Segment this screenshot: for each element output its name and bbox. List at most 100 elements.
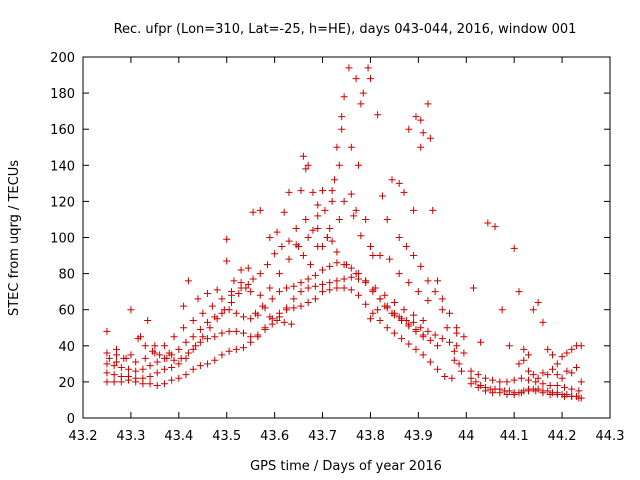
data-point	[429, 206, 437, 214]
data-point	[560, 392, 568, 400]
y-axis-label: STEC from uqrg / TECUs	[7, 160, 22, 316]
data-point	[304, 275, 312, 283]
data-point	[218, 329, 226, 337]
data-point	[299, 152, 307, 160]
data-point	[520, 356, 528, 364]
data-point	[232, 309, 240, 317]
data-point	[383, 324, 391, 332]
data-point	[168, 376, 176, 384]
data-point	[321, 206, 329, 214]
data-point	[553, 371, 561, 379]
data-point	[517, 374, 525, 382]
data-point	[189, 333, 197, 341]
data-point	[525, 376, 533, 384]
data-point	[328, 237, 336, 245]
data-point	[235, 289, 243, 297]
data-point	[496, 378, 504, 386]
data-point	[244, 280, 252, 288]
data-point	[311, 271, 319, 279]
data-point	[539, 318, 547, 326]
data-point	[160, 365, 168, 373]
data-point	[491, 223, 499, 231]
data-point	[163, 354, 171, 362]
data-point	[383, 215, 391, 223]
data-point	[369, 309, 377, 317]
data-point	[247, 315, 255, 323]
data-point	[302, 215, 310, 223]
data-point	[292, 224, 300, 232]
data-point	[405, 340, 413, 348]
data-point	[309, 188, 317, 196]
data-point	[280, 318, 288, 326]
data-point	[484, 219, 492, 227]
data-point	[244, 264, 252, 272]
data-point	[120, 354, 128, 362]
data-point	[297, 288, 305, 296]
data-point	[414, 288, 422, 296]
data-point	[558, 374, 566, 382]
data-point	[168, 363, 176, 371]
data-point	[311, 295, 319, 303]
data-point	[376, 252, 384, 260]
data-point	[412, 327, 420, 335]
data-point	[438, 306, 446, 314]
data-point	[347, 190, 355, 198]
data-point	[184, 349, 192, 357]
data-point	[347, 143, 355, 151]
data-point	[481, 387, 489, 395]
x-tick-label: 43.3	[116, 429, 145, 444]
data-point	[132, 374, 140, 382]
data-point	[376, 295, 384, 303]
data-point	[110, 378, 118, 386]
y-tick-label: 200	[50, 51, 75, 66]
data-point	[390, 329, 398, 337]
data-point	[374, 306, 382, 314]
data-point	[151, 342, 159, 350]
data-point	[335, 215, 343, 223]
data-point	[352, 270, 360, 278]
data-point	[228, 298, 236, 306]
data-point	[194, 295, 202, 303]
data-point	[553, 391, 561, 399]
data-point	[378, 192, 386, 200]
y-tick-label: 20	[58, 376, 75, 391]
data-point	[290, 304, 298, 312]
data-point	[304, 234, 312, 241]
data-point	[371, 284, 379, 292]
data-point	[558, 353, 566, 361]
data-point	[117, 372, 125, 380]
y-tick-label: 140	[50, 159, 75, 174]
data-point	[410, 206, 418, 214]
data-point	[369, 252, 377, 260]
data-point	[438, 295, 446, 303]
data-point	[515, 360, 523, 368]
data-point	[426, 336, 434, 344]
data-point	[412, 345, 420, 353]
data-point	[189, 345, 197, 353]
data-point	[273, 228, 281, 236]
data-point	[331, 176, 339, 184]
data-point	[424, 277, 432, 285]
data-point	[170, 333, 178, 341]
data-point	[333, 277, 341, 285]
data-point	[477, 338, 485, 346]
data-point	[110, 362, 118, 370]
data-point	[314, 224, 322, 232]
data-point	[132, 367, 140, 375]
data-point	[544, 387, 552, 395]
data-point	[417, 324, 425, 332]
data-point	[340, 284, 348, 292]
data-point	[544, 371, 552, 379]
data-point	[199, 333, 207, 341]
data-point	[453, 342, 461, 350]
data-point	[139, 365, 147, 373]
data-point	[455, 360, 463, 368]
data-point	[237, 266, 245, 274]
x-tick-label: 44	[458, 429, 475, 444]
data-point	[424, 297, 432, 305]
data-point	[213, 286, 221, 294]
data-point	[196, 338, 204, 346]
data-point	[254, 331, 262, 339]
data-point	[141, 342, 149, 350]
data-point	[232, 327, 240, 335]
